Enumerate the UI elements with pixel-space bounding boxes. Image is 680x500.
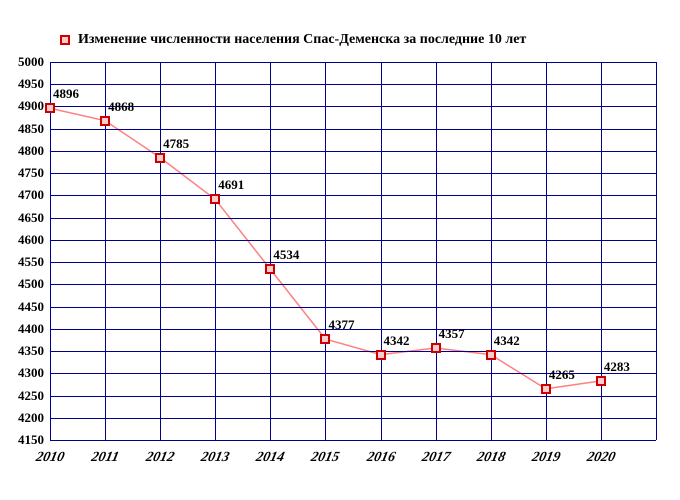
y-axis-tick-label: 4950: [18, 76, 44, 92]
x-axis-tick-label: 2015: [310, 450, 341, 466]
x-axis-tick-label: 2014: [255, 450, 286, 466]
data-point-marker: [376, 350, 386, 360]
data-point-label: 4265: [549, 367, 575, 383]
grid-line-vertical: [491, 62, 492, 440]
grid-line-horizontal: [50, 173, 656, 174]
y-axis-tick-label: 4550: [18, 254, 44, 270]
y-axis-tick-label: 4850: [18, 121, 44, 137]
grid-line-horizontal: [50, 262, 656, 263]
x-axis-tick-label: 2017: [420, 450, 451, 466]
y-axis-tick-label: 4900: [18, 98, 44, 114]
legend-label: Изменение численности населения Спас-Дем…: [78, 32, 526, 48]
grid-line-vertical: [50, 62, 51, 440]
grid-line-horizontal: [50, 195, 656, 196]
grid-line-horizontal: [50, 62, 656, 63]
grid-line-horizontal: [50, 151, 656, 152]
data-point-label: 4283: [604, 359, 630, 375]
population-chart: Изменение численности населения Спас-Дем…: [0, 0, 680, 500]
grid-line-horizontal: [50, 240, 656, 241]
grid-line-vertical: [656, 62, 657, 440]
chart-legend: Изменение численности населения Спас-Дем…: [60, 32, 526, 48]
data-polyline: [50, 62, 656, 440]
grid-line-vertical: [381, 62, 382, 440]
data-point-label: 4534: [273, 247, 299, 263]
data-point-marker: [210, 194, 220, 204]
x-axis-tick-label: 2011: [90, 450, 121, 466]
grid-line-horizontal: [50, 284, 656, 285]
x-axis-tick-label: 2019: [530, 450, 561, 466]
data-point-label: 4342: [494, 333, 520, 349]
y-axis-tick-label: 4300: [18, 365, 44, 381]
grid-line-vertical: [325, 62, 326, 440]
data-point-marker: [45, 103, 55, 113]
y-axis-tick-label: 4750: [18, 165, 44, 181]
y-axis-tick-label: 4250: [18, 388, 44, 404]
grid-line-horizontal: [50, 129, 656, 130]
grid-line-vertical: [436, 62, 437, 440]
x-axis-tick-label: 2020: [585, 450, 616, 466]
y-axis-tick-label: 4800: [18, 143, 44, 159]
data-point-marker: [486, 350, 496, 360]
grid-line-horizontal: [50, 418, 656, 419]
x-axis-tick-label: 2013: [200, 450, 231, 466]
y-axis-tick-label: 4600: [18, 232, 44, 248]
grid-line-horizontal: [50, 351, 656, 352]
data-point-label: 4785: [163, 136, 189, 152]
y-axis-tick-label: 4400: [18, 321, 44, 337]
data-point-marker: [265, 264, 275, 274]
legend-marker-icon: [60, 35, 70, 45]
data-point-marker: [320, 334, 330, 344]
grid-line-horizontal: [50, 396, 656, 397]
grid-line-vertical: [160, 62, 161, 440]
x-axis-tick-label: 2016: [365, 450, 396, 466]
grid-line-horizontal: [50, 440, 656, 441]
grid-line-horizontal: [50, 307, 656, 308]
y-axis-tick-label: 4350: [18, 343, 44, 359]
y-axis-tick-label: 4650: [18, 210, 44, 226]
data-point-label: 4896: [53, 86, 79, 102]
data-point-marker: [596, 376, 606, 386]
y-axis-tick-label: 4200: [18, 410, 44, 426]
grid-line-vertical: [270, 62, 271, 440]
x-axis-tick-label: 2018: [475, 450, 506, 466]
grid-line-vertical: [215, 62, 216, 440]
data-point-label: 4357: [439, 326, 465, 342]
data-point-label: 4342: [384, 333, 410, 349]
grid-line-horizontal: [50, 84, 656, 85]
y-axis-tick-label: 4150: [18, 432, 44, 448]
grid-line-horizontal: [50, 218, 656, 219]
y-axis-tick-label: 5000: [18, 54, 44, 70]
data-point-marker: [541, 384, 551, 394]
data-point-label: 4868: [108, 99, 134, 115]
grid-line-horizontal: [50, 106, 656, 107]
x-axis-tick-label: 2010: [34, 450, 65, 466]
data-point-marker: [155, 153, 165, 163]
data-point-label: 4691: [218, 177, 244, 193]
data-point-label: 4377: [328, 317, 354, 333]
plot-area: 4150420042504300435044004450450045504600…: [50, 62, 656, 440]
data-point-marker: [431, 343, 441, 353]
y-axis-tick-label: 4450: [18, 299, 44, 315]
y-axis-tick-label: 4700: [18, 187, 44, 203]
data-point-marker: [100, 116, 110, 126]
y-axis-tick-label: 4500: [18, 276, 44, 292]
x-axis-tick-label: 2012: [144, 450, 175, 466]
